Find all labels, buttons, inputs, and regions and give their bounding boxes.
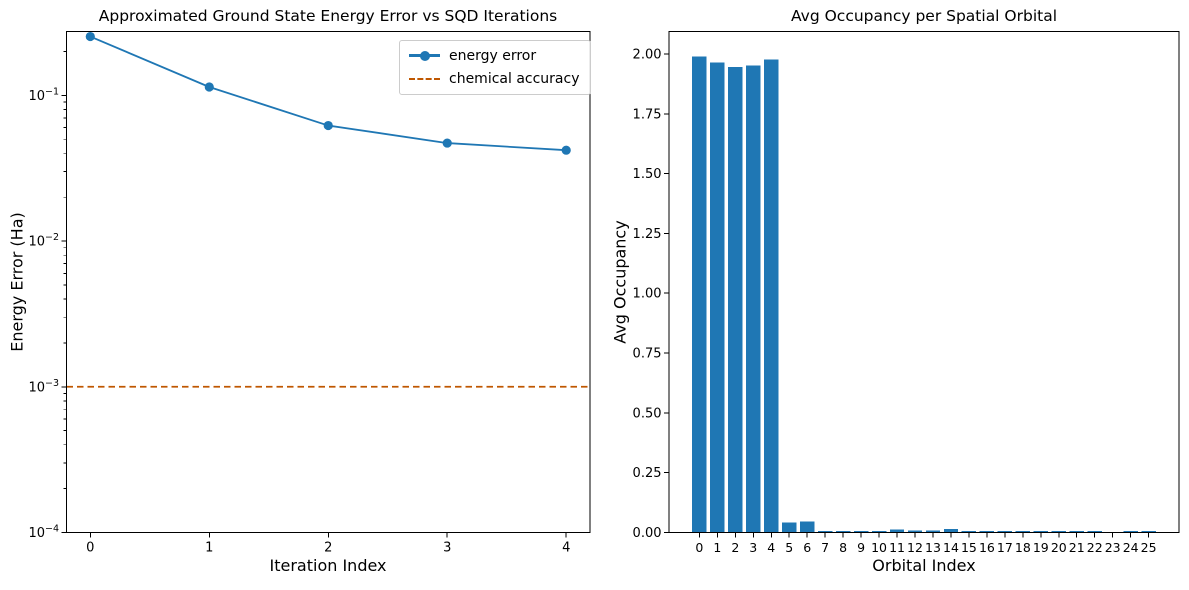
svg-text:24: 24 <box>1123 540 1139 555</box>
svg-text:1.75: 1.75 <box>633 107 662 122</box>
svg-text:11: 11 <box>889 540 905 555</box>
svg-text:1: 1 <box>713 540 721 555</box>
svg-text:0.75: 0.75 <box>633 347 662 362</box>
svg-text:10−2: 10−2 <box>28 232 59 250</box>
right-chart-xlabel: Orbital Index <box>872 556 976 575</box>
legend-entry-chemical-accuracy: chemical accuracy <box>409 69 580 88</box>
svg-text:25: 25 <box>1141 540 1157 555</box>
svg-text:0: 0 <box>86 540 94 555</box>
svg-text:1.50: 1.50 <box>633 167 662 182</box>
right-chart-title: Avg Occupancy per Spatial Orbital <box>790 7 1058 25</box>
svg-text:10−4: 10−4 <box>28 524 59 542</box>
legend-label-chemical-accuracy: chemical accuracy <box>449 70 580 87</box>
svg-text:1.25: 1.25 <box>633 227 662 242</box>
svg-text:0.25: 0.25 <box>633 466 662 481</box>
svg-text:3: 3 <box>749 540 757 555</box>
svg-text:1.00: 1.00 <box>633 287 662 302</box>
left-chart-title: Approximated Ground State Energy Error v… <box>98 7 558 25</box>
left-chart-xlabel: Iteration Index <box>269 556 387 575</box>
svg-text:4: 4 <box>767 540 775 555</box>
svg-text:10−1: 10−1 <box>28 86 59 104</box>
svg-text:18: 18 <box>1015 540 1031 555</box>
svg-text:20: 20 <box>1051 540 1067 555</box>
right-chart-ylabel: Avg Occupancy <box>610 220 630 344</box>
svg-text:14: 14 <box>943 540 959 555</box>
legend: energy error chemical accuracy <box>399 40 591 95</box>
svg-text:0: 0 <box>695 540 703 555</box>
svg-text:8: 8 <box>839 540 847 555</box>
svg-text:22: 22 <box>1087 540 1103 555</box>
svg-text:6: 6 <box>803 540 811 555</box>
svg-text:21: 21 <box>1069 540 1085 555</box>
svg-text:2.00: 2.00 <box>633 47 662 62</box>
svg-text:3: 3 <box>443 540 451 555</box>
left-chart-ylabel: Energy Error (Ha) <box>7 212 27 352</box>
energy-error-marker-dot <box>419 50 430 61</box>
svg-text:0.50: 0.50 <box>633 406 662 421</box>
svg-text:12: 12 <box>907 540 923 555</box>
svg-text:7: 7 <box>821 540 829 555</box>
svg-text:23: 23 <box>1105 540 1121 555</box>
svg-text:13: 13 <box>925 540 941 555</box>
legend-label-energy-error: energy error <box>449 47 537 64</box>
svg-text:4: 4 <box>562 540 570 555</box>
svg-text:2: 2 <box>324 540 332 555</box>
svg-text:10: 10 <box>871 540 887 555</box>
legend-entry-energy-error: energy error <box>409 46 580 65</box>
svg-text:16: 16 <box>979 540 995 555</box>
svg-text:19: 19 <box>1033 540 1049 555</box>
svg-text:15: 15 <box>961 540 977 555</box>
svg-text:9: 9 <box>857 540 865 555</box>
svg-text:5: 5 <box>785 540 793 555</box>
svg-text:0.00: 0.00 <box>633 526 662 541</box>
chemical-accuracy-line-sample <box>409 77 440 80</box>
svg-text:2: 2 <box>731 540 739 555</box>
svg-text:10−3: 10−3 <box>28 378 59 396</box>
svg-text:17: 17 <box>997 540 1013 555</box>
energy-error-line-sample <box>409 50 440 61</box>
svg-text:1: 1 <box>205 540 213 555</box>
